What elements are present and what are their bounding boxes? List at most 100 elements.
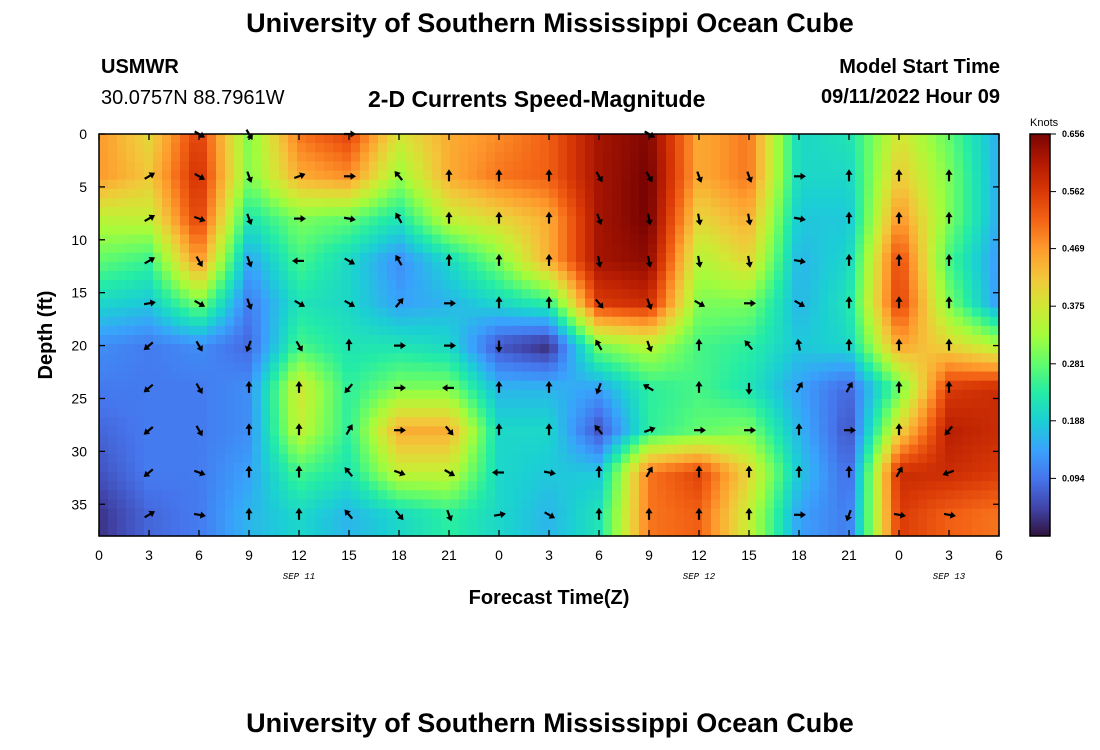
heatmap-cell (549, 243, 559, 254)
arrow-head (296, 345, 303, 352)
heatmap-cell (882, 517, 892, 528)
heatmap-cell (981, 490, 991, 501)
heatmap-cell (675, 499, 685, 510)
heatmap-cell (189, 398, 199, 409)
heatmap-cell (648, 453, 658, 464)
heatmap-cell (846, 197, 856, 208)
heatmap-cell (441, 207, 451, 217)
heatmap-cell (639, 371, 649, 382)
heatmap-cell (189, 344, 199, 354)
heatmap-cell (918, 417, 928, 427)
heatmap-cell (558, 207, 568, 217)
y-tick-label: 10 (71, 232, 87, 248)
heatmap-cell (243, 298, 253, 309)
heatmap-cell (684, 462, 694, 473)
arrow-head (845, 211, 853, 218)
heatmap-cell (558, 426, 568, 437)
heatmap-cell (459, 408, 469, 418)
heatmap-cell (126, 389, 136, 400)
heatmap-cell (954, 234, 964, 245)
heatmap-cell (657, 444, 667, 455)
heatmap-cell (846, 508, 856, 519)
heatmap-cell (585, 280, 595, 290)
heatmap-cell (477, 207, 487, 217)
heatmap-cell (882, 161, 892, 172)
heatmap-cell (810, 444, 820, 455)
heatmap-cell (738, 216, 748, 226)
heatmap-cell (666, 408, 676, 418)
heatmap-cell (513, 225, 523, 236)
arrow-head (495, 423, 503, 429)
heatmap-cell (783, 298, 793, 309)
heatmap-cell (270, 462, 280, 473)
heatmap-cell (639, 179, 649, 190)
heatmap-cell (675, 152, 685, 163)
heatmap-cell (837, 389, 847, 400)
heatmap-cell (603, 316, 613, 327)
heatmap-cell (576, 398, 586, 409)
heatmap-cell (342, 307, 352, 318)
heatmap-cell (144, 408, 154, 418)
heatmap-cell (783, 152, 793, 163)
arrow-head (646, 303, 653, 310)
heatmap-cell (297, 435, 307, 446)
heatmap-cell (333, 143, 343, 153)
heatmap-cell (585, 344, 595, 354)
heatmap-cell (252, 490, 262, 501)
heatmap-cell (675, 316, 685, 327)
heatmap-cell (117, 353, 127, 364)
heatmap-cell (351, 280, 361, 290)
heatmap-cell (567, 280, 577, 290)
heatmap-cell (117, 526, 127, 537)
heatmap-cell (180, 197, 190, 208)
heatmap-cell (441, 417, 451, 427)
heatmap-cell (351, 435, 361, 446)
heatmap-cell (540, 517, 550, 528)
heatmap-cell (585, 179, 595, 190)
heatmap-cell (990, 389, 1000, 400)
heatmap-cell (324, 362, 334, 373)
heatmap-cell (882, 234, 892, 245)
heatmap-cell (459, 371, 469, 382)
heatmap-cell (711, 252, 721, 263)
heatmap-cell (612, 134, 622, 144)
heatmap-cell (765, 252, 775, 263)
heatmap-cell (423, 362, 433, 373)
heatmap-cell (567, 344, 577, 354)
heatmap-cell (207, 271, 217, 281)
heatmap-cell (882, 435, 892, 446)
heatmap-cell (945, 207, 955, 217)
heatmap-cell (468, 344, 478, 354)
x-tick-label: 9 (245, 547, 253, 563)
heatmap-cell (765, 216, 775, 226)
heatmap-cell (612, 398, 622, 409)
heatmap-cell (486, 261, 496, 272)
heatmap-cell (171, 234, 181, 245)
heatmap-cell (675, 197, 685, 208)
heatmap-cell (936, 490, 946, 501)
heatmap-cell (513, 316, 523, 327)
heatmap-cell (405, 490, 415, 501)
heatmap-cell (513, 380, 523, 391)
arrow-head (199, 215, 206, 223)
heatmap-cell (765, 179, 775, 190)
heatmap-cell (936, 353, 946, 364)
heatmap-cell (756, 490, 766, 501)
heatmap-cell (666, 453, 676, 464)
heatmap-cell (774, 481, 784, 491)
heatmap-cell (504, 179, 514, 190)
heatmap-cell (666, 344, 676, 354)
heatmap-cell (261, 481, 271, 491)
current-direction-arrow (794, 511, 806, 519)
heatmap-cell (144, 280, 154, 290)
heatmap-cell (270, 243, 280, 254)
heatmap-cell (207, 188, 217, 199)
heatmap-cell (765, 426, 775, 437)
heatmap-cell (801, 380, 811, 391)
heatmap-cell (882, 444, 892, 455)
heatmap-cell (216, 371, 226, 382)
current-direction-arrow (245, 465, 253, 478)
heatmap-cell (513, 417, 523, 427)
heatmap-cell (414, 152, 424, 163)
heatmap-cell (243, 225, 253, 236)
